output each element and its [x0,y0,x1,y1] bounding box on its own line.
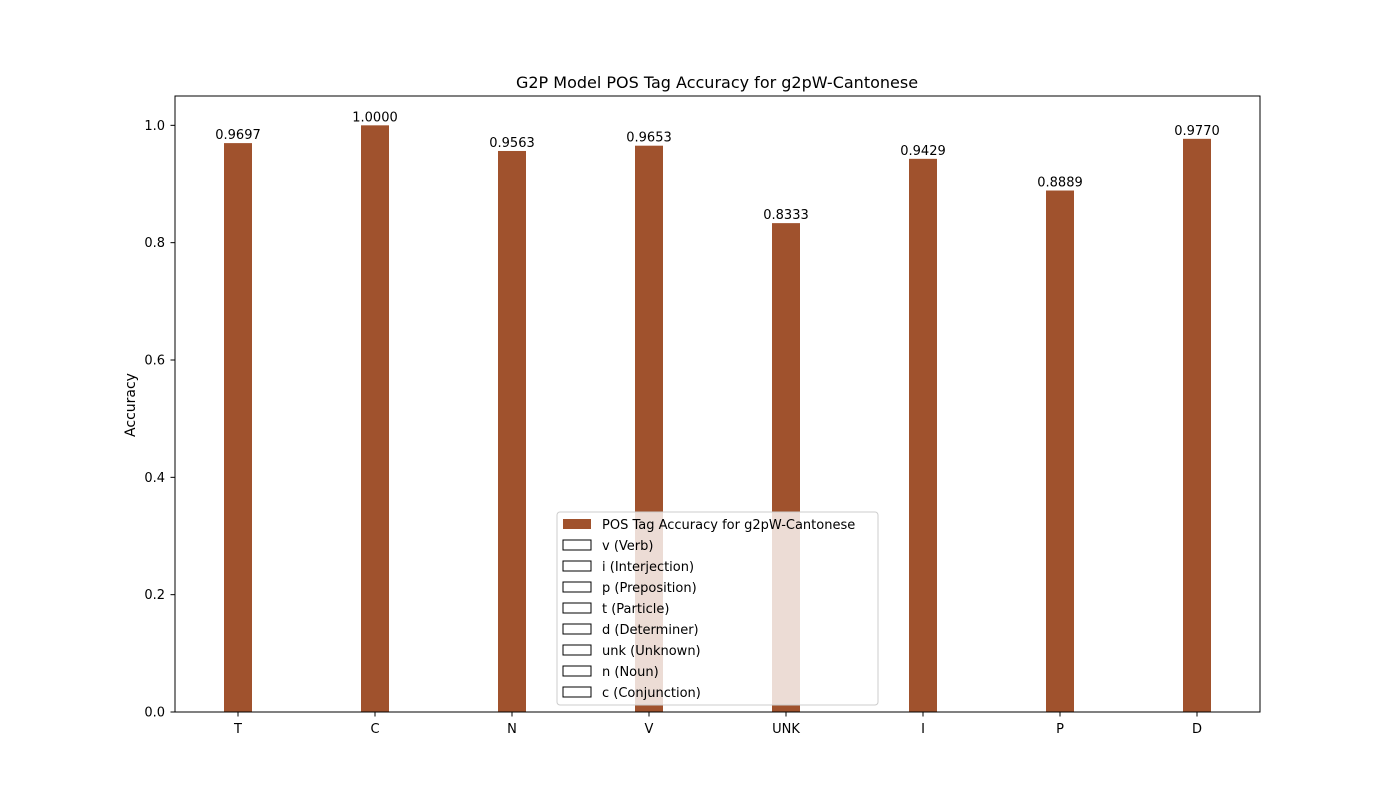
legend-box [556,511,879,706]
legend-swatch-empty [562,686,592,698]
x-tick-label-unk: UNK [772,722,800,737]
legend-label: c (Conjunction) [602,686,701,701]
x-tick-label-v: V [645,722,654,737]
bar-n [498,150,526,712]
legend-label: v (Verb) [602,539,653,554]
legend: POS Tag Accuracy for g2pW-Cantonese v (Ve… [556,511,879,706]
bar-value-label-p: 0.8889 [1037,176,1083,191]
legend-swatch-filled [563,519,591,529]
bar-d [1183,138,1211,712]
legend-swatch-empty [562,581,592,593]
legend-swatch-empty [562,623,592,635]
bar-value-label-unk: 0.8333 [763,208,809,223]
bar-p [1046,190,1074,713]
legend-label: i (Interjection) [602,560,694,575]
chart-title: G2P Model POS Tag Accuracy for g2pW-Cant… [516,73,918,92]
bar-value-label-n: 0.9563 [489,136,535,151]
x-axis: T C N V UNK I P D [233,712,1202,737]
x-tick-label-n: N [507,722,517,737]
bar-value-label-i: 0.9429 [900,144,946,159]
y-axis-label: Accuracy [123,373,139,437]
legend-label: unk (Unknown) [602,644,701,659]
legend-swatch-empty [562,665,592,677]
y-tick-label: 0.6 [144,354,165,369]
legend-entries: POS Tag Accuracy for g2pW-Cantonese v (Ve… [562,518,855,701]
y-axis: 0.0 0.2 0.4 0.6 0.8 1.0 [144,119,175,721]
y-tick-label: 0.8 [144,236,165,251]
bar-value-labels: 0.9697 1.0000 0.9563 0.9653 0.8333 0.9429 0.88… [215,110,1220,223]
legend-label: p (Preposition) [602,581,697,596]
legend-swatch-empty [562,644,592,656]
y-tick-label: 0.4 [144,471,165,486]
bar-c [361,125,389,713]
x-tick-label-t: T [233,722,242,737]
x-tick-label-i: I [921,722,925,737]
plot-area-frame [174,95,1261,713]
legend-label: t (Particle) [602,602,669,617]
legend-label: POS Tag Accuracy for g2pW-Cantonese [602,518,855,533]
legend-swatch-empty [562,602,592,614]
legend-label: d (Determiner) [602,623,699,638]
y-tick-label: 0.0 [144,706,165,721]
bar-i [909,158,937,712]
bar-value-label-t: 0.9697 [215,128,261,143]
legend-swatch-empty [562,560,592,572]
y-tick-label: 1.0 [144,119,165,134]
x-tick-label-c: C [370,722,379,737]
legend-swatch-empty [562,539,592,551]
bar-value-label-c: 1.0000 [352,110,398,125]
bar-value-label-v: 0.9653 [626,131,672,146]
bar-t [224,143,252,713]
x-tick-label-d: D [1192,722,1202,737]
bar-value-label-d: 0.9770 [1174,124,1220,139]
y-tick-label: 0.2 [144,588,165,603]
legend-label: n (Noun) [602,665,659,680]
x-tick-label-p: P [1056,722,1064,737]
